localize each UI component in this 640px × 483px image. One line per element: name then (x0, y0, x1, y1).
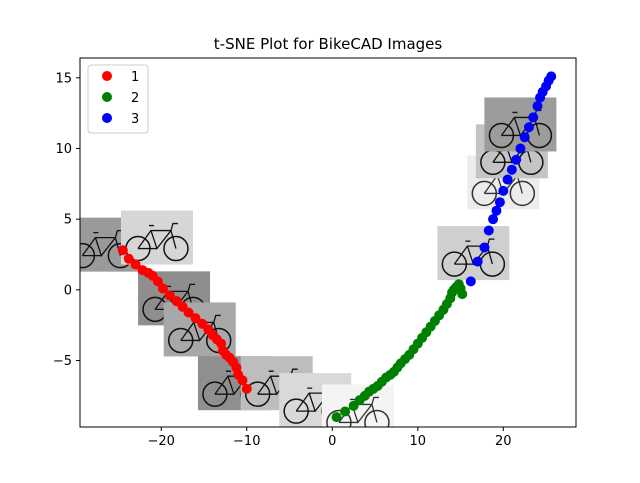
point (241, 383, 252, 394)
y-tick-label: −5 (53, 354, 72, 369)
point (506, 164, 517, 175)
x-tick-label: 20 (495, 434, 512, 449)
point (117, 245, 128, 256)
legend-label: 1 (131, 70, 139, 85)
y-tick-label: 5 (64, 213, 72, 228)
legend-label: 3 (131, 112, 139, 127)
point (157, 283, 168, 294)
point (511, 154, 522, 165)
point (164, 290, 175, 301)
legend-marker (102, 92, 112, 102)
legend-marker (102, 71, 112, 81)
chart-title: t-SNE Plot for BikeCAD Images (214, 35, 443, 53)
bike-thumbnail (437, 226, 510, 281)
bike-wheel (163, 235, 189, 262)
y-tick-label: 0 (64, 283, 72, 298)
legend: 1 2 3 (87, 64, 149, 134)
point (515, 143, 526, 154)
bike-wheel (364, 409, 390, 427)
point (546, 71, 557, 82)
point (498, 185, 509, 196)
point (491, 205, 502, 216)
point (532, 101, 543, 112)
legend-marker (102, 113, 112, 123)
bike-frame (137, 222, 178, 250)
point (472, 256, 483, 267)
axes-layer: −20 −10 0 10 20 −5 0 5 10 15 (53, 71, 512, 449)
y-tick-label: 15 (55, 71, 72, 86)
x-tick-label: −20 (148, 434, 175, 449)
legend-label: 2 (131, 91, 139, 106)
y-tick-label: 10 (55, 142, 72, 157)
point (494, 197, 505, 208)
point (465, 276, 476, 287)
point (130, 259, 141, 270)
x-tick-label: −10 (233, 434, 260, 449)
point (502, 174, 513, 185)
bike-thumbnail (484, 97, 557, 152)
point (488, 214, 499, 225)
point (523, 122, 534, 133)
point (183, 307, 194, 318)
point (519, 132, 530, 143)
point (479, 242, 490, 253)
point (190, 313, 201, 324)
point (331, 412, 342, 423)
bike-wheel (509, 180, 536, 207)
point (483, 225, 494, 236)
point (340, 406, 351, 417)
point (457, 289, 468, 300)
point (123, 253, 134, 264)
point (528, 112, 539, 123)
x-tick-label: 0 (328, 434, 336, 449)
points-layer (117, 71, 557, 423)
x-tick-label: 10 (410, 434, 427, 449)
point (237, 375, 248, 386)
plot-frame (79, 57, 577, 428)
bike-frame (81, 229, 123, 257)
point (152, 276, 163, 287)
bike-frame (295, 385, 337, 413)
